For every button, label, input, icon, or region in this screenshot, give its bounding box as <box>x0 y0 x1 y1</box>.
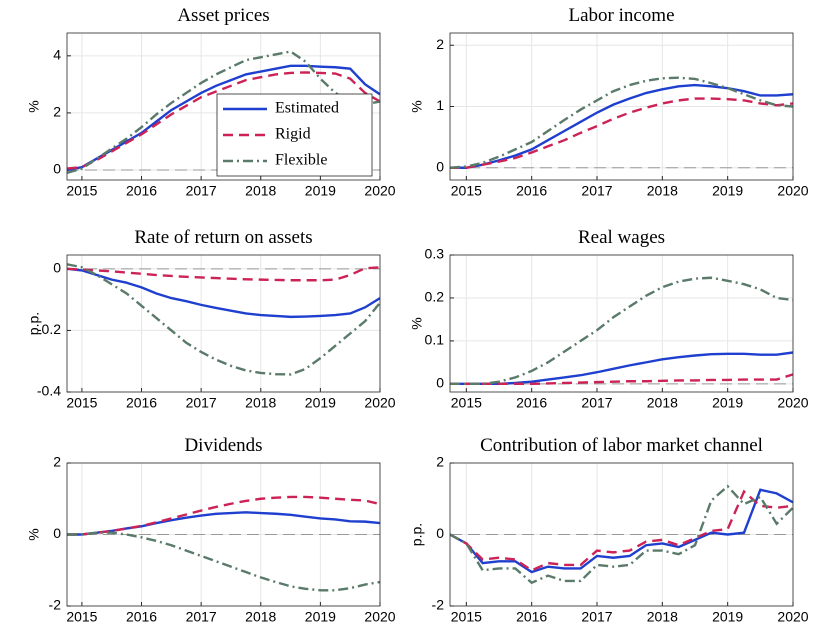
y-tick-label: 0 <box>53 161 61 177</box>
y-tick-label: -0.2 <box>37 321 61 337</box>
x-tick-label: 2019 <box>712 183 743 199</box>
x-tick-label: 2017 <box>581 395 612 411</box>
x-tick-label: 2015 <box>451 183 482 199</box>
x-tick-label: 2016 <box>126 395 157 411</box>
series-line <box>67 64 380 172</box>
y-tick-label: 0.3 <box>425 246 445 262</box>
legend-label: Estimated <box>275 100 339 117</box>
y-tick-label: -2 <box>49 597 62 613</box>
series-line <box>67 495 380 536</box>
x-tick-label: 2016 <box>126 183 157 199</box>
x-tick-label: 2017 <box>186 183 217 199</box>
plot-frame <box>66 254 381 393</box>
x-tick-label: 2020 <box>364 183 395 199</box>
plot-frame <box>66 32 381 181</box>
series-line <box>67 267 380 319</box>
series-line <box>450 83 793 169</box>
x-tick-label: 2017 <box>186 609 217 625</box>
x-tick-label: 2018 <box>647 183 678 199</box>
x-tick-label: 2016 <box>126 609 157 625</box>
y-tick-label: 2 <box>53 454 61 470</box>
x-tick-label: 2019 <box>305 183 336 199</box>
y-tick-label: 4 <box>53 47 61 63</box>
plot-frame <box>449 32 794 181</box>
y-tick-label: 2 <box>436 36 444 52</box>
series-line <box>450 76 793 169</box>
series-line <box>450 276 793 386</box>
x-tick-label: 2020 <box>777 395 808 411</box>
x-tick-label: 2019 <box>305 395 336 411</box>
y-axis-label: % <box>26 528 42 540</box>
y-tick-label: 0.1 <box>425 332 445 348</box>
x-tick-label: 2017 <box>581 609 612 625</box>
chart-title: Labor income <box>568 5 674 26</box>
plot-frame <box>449 462 794 607</box>
series-line <box>67 263 380 376</box>
chart-title: Asset prices <box>177 5 269 26</box>
y-tick-label: 0 <box>436 375 444 391</box>
series-line <box>67 531 380 592</box>
legend-label: Flexible <box>275 152 327 169</box>
y-axis-label: % <box>26 100 42 112</box>
x-tick-label: 2019 <box>712 609 743 625</box>
plot-area <box>450 255 793 392</box>
series-line <box>67 71 380 170</box>
x-tick-label: 2018 <box>245 183 276 199</box>
x-tick-label: 2016 <box>516 609 547 625</box>
series-line <box>450 484 793 585</box>
x-tick-label: 2017 <box>186 395 217 411</box>
series-line <box>67 266 380 282</box>
x-tick-label: 2015 <box>451 609 482 625</box>
series-line <box>450 373 793 386</box>
x-tick-label: 2015 <box>66 183 97 199</box>
x-tick-label: 2018 <box>245 395 276 411</box>
y-tick-label: -2 <box>432 597 445 613</box>
x-tick-label: 2015 <box>66 609 97 625</box>
x-tick-label: 2015 <box>451 395 482 411</box>
x-tick-label: 2019 <box>305 609 336 625</box>
series-line <box>450 488 793 574</box>
y-tick-label: 0 <box>436 158 444 174</box>
x-tick-label: 2020 <box>364 609 395 625</box>
chart-title: Rate of return on assets <box>134 227 312 248</box>
x-tick-label: 2016 <box>516 395 547 411</box>
y-tick-label: 0 <box>436 525 444 541</box>
x-tick-label: 2017 <box>581 183 612 199</box>
series-line <box>67 50 380 175</box>
y-tick-label: 1 <box>436 97 444 113</box>
legend-label: Rigid <box>275 126 311 143</box>
y-axis-label: p.p. <box>409 523 425 546</box>
y-tick-label: 2 <box>436 454 444 470</box>
plot-frame <box>66 462 381 607</box>
series-line <box>450 489 793 572</box>
y-tick-label: -0.4 <box>37 383 61 399</box>
y-tick-label: 2 <box>53 104 61 120</box>
chart-title: Contribution of labor market channel <box>480 435 763 456</box>
plot-area <box>67 255 380 392</box>
x-tick-label: 2020 <box>364 395 395 411</box>
y-axis-label: % <box>409 317 425 329</box>
x-tick-label: 2020 <box>777 609 808 625</box>
y-axis-label: % <box>409 100 425 112</box>
x-tick-label: 2019 <box>712 395 743 411</box>
y-axis-label: p.p. <box>26 312 42 335</box>
chart-title: Real wages <box>578 227 665 248</box>
x-tick-label: 2018 <box>647 609 678 625</box>
plot-frame <box>449 254 794 393</box>
x-tick-label: 2018 <box>647 395 678 411</box>
x-tick-label: 2018 <box>245 609 276 625</box>
x-tick-label: 2016 <box>516 183 547 199</box>
y-tick-label: 0 <box>53 260 61 276</box>
x-tick-label: 2015 <box>66 395 97 411</box>
x-tick-label: 2020 <box>777 183 808 199</box>
y-tick-label: 0.2 <box>425 289 445 305</box>
y-tick-label: 0 <box>53 525 61 541</box>
series-line <box>450 97 793 169</box>
chart-title: Dividends <box>184 435 262 456</box>
